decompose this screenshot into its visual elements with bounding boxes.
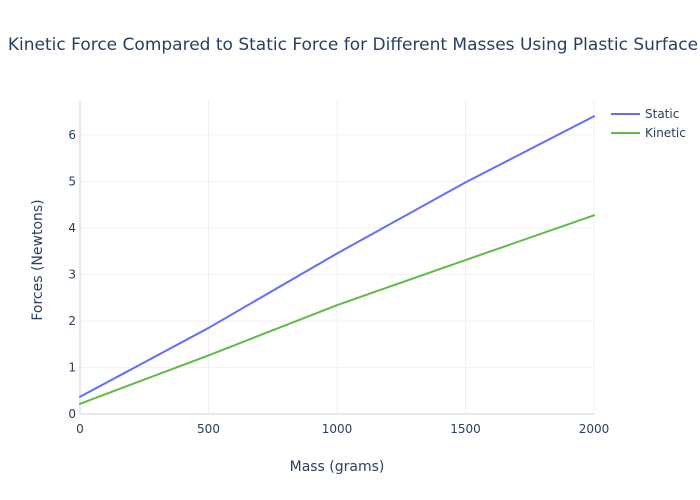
y-tick-label: 3: [68, 267, 76, 281]
grid: [79, 100, 595, 415]
series-lines: [77, 113, 597, 407]
x-tick-label: 0: [76, 422, 84, 436]
data-point-kinetic[interactable]: [206, 352, 212, 358]
series-line-static[interactable]: [79, 115, 595, 398]
x-tick-label: 1500: [450, 422, 481, 436]
x-tick-label: 1000: [322, 422, 353, 436]
chart-title: Kinetic Force Compared to Static Force f…: [8, 35, 698, 55]
x-axis-ticks: 0 500 1000 1500 2000: [76, 422, 609, 436]
legend-item-kinetic[interactable]: Kinetic: [611, 126, 686, 140]
legend-item-static[interactable]: Static: [611, 107, 679, 121]
legend-label: Kinetic: [645, 126, 686, 140]
series-line-kinetic[interactable]: [79, 214, 595, 405]
y-tick-label: 2: [68, 314, 76, 328]
y-axis-ticks: 0 1 2 3 4 5 6: [68, 128, 76, 421]
legend: Static Kinetic: [611, 107, 686, 140]
data-point-static[interactable]: [206, 325, 212, 331]
y-tick-label: 6: [68, 128, 76, 142]
y-tick-label: 4: [68, 221, 76, 235]
y-tick-label: 5: [68, 174, 76, 188]
data-point-kinetic[interactable]: [77, 401, 83, 407]
y-tick-label: 1: [68, 360, 76, 374]
data-point-static[interactable]: [463, 179, 469, 185]
y-tick-label: 0: [68, 407, 76, 421]
data-point-kinetic[interactable]: [463, 257, 469, 263]
x-tick-label: 2000: [579, 422, 610, 436]
legend-label: Static: [645, 107, 679, 121]
y-axis-title: Forces (Newtons): [30, 199, 46, 320]
data-point-kinetic[interactable]: [334, 302, 340, 308]
x-tick-label: 500: [197, 422, 220, 436]
x-axis-title: Mass (grams): [290, 459, 385, 475]
data-point-kinetic[interactable]: [591, 212, 597, 218]
data-point-static[interactable]: [334, 251, 340, 257]
data-point-static[interactable]: [77, 394, 83, 400]
data-point-static[interactable]: [591, 113, 597, 119]
